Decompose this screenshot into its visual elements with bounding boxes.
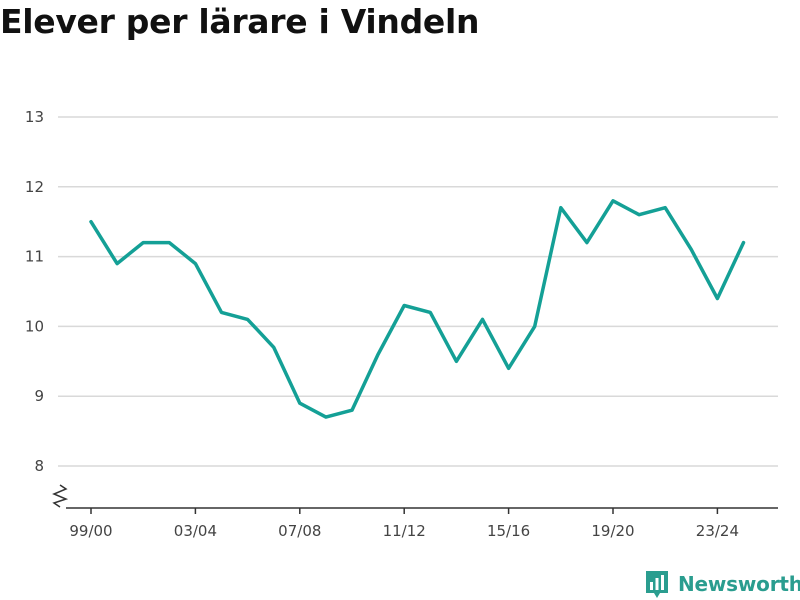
x-tick-label: 07/08 <box>278 522 321 540</box>
x-axis-ticks: 99/00 03/04 07/08 11/12 15/16 19/20 23/24 <box>69 508 739 540</box>
y-tick-label: 10 <box>25 317 44 335</box>
x-tick-label: 11/12 <box>383 522 426 540</box>
newsworthy-logo-icon <box>646 571 668 598</box>
series-group <box>89 199 746 419</box>
chart-title: Elever per lärare i Vindeln <box>0 2 480 41</box>
x-tick-label: 23/24 <box>696 522 739 540</box>
x-tick-label: 99/00 <box>69 522 112 540</box>
y-tick-label: 13 <box>25 108 44 126</box>
brand-name: Newsworthy <box>678 572 800 596</box>
y-tick-label: 8 <box>34 457 44 475</box>
grid-lines <box>58 116 778 467</box>
x-tick-label: 15/16 <box>487 522 530 540</box>
y-tick-label: 11 <box>25 248 44 266</box>
x-tick-label: 19/20 <box>591 522 634 540</box>
y-axis-ticks: 8 9 10 11 12 13 <box>25 108 44 475</box>
y-tick-label: 12 <box>25 178 44 196</box>
x-axis <box>52 484 778 509</box>
newsworthy-logo: Newsworthy <box>644 568 800 600</box>
y-tick-label: 9 <box>34 387 44 405</box>
x-tick-label: 03/04 <box>174 522 217 540</box>
axis-break-icon <box>52 484 69 508</box>
series-line <box>89 199 746 419</box>
